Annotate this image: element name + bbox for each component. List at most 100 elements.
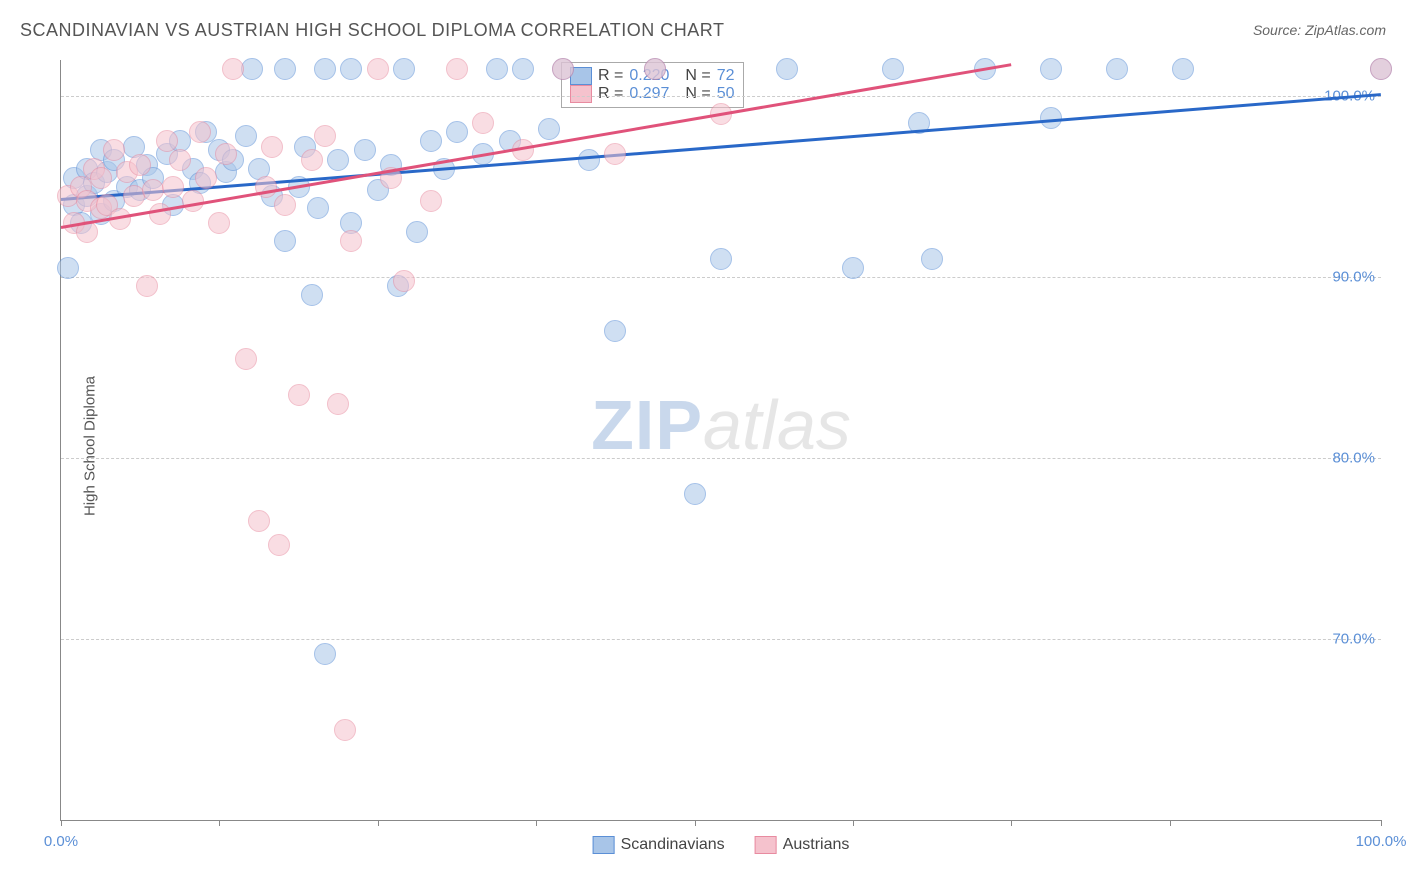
xtick: [695, 820, 696, 826]
scatter-point: [367, 58, 389, 80]
scatter-point: [921, 248, 943, 270]
watermark-atlas: atlas: [703, 386, 851, 464]
scatter-point: [235, 348, 257, 370]
scatter-point: [393, 270, 415, 292]
scatter-point: [393, 58, 415, 80]
scatter-point: [420, 130, 442, 152]
scatter-point: [314, 58, 336, 80]
gridline: [61, 96, 1381, 97]
scatter-point: [882, 58, 904, 80]
scatter-point: [274, 230, 296, 252]
plot-area: ZIPatlas R =0.220N =72R =0.297N =50 Scan…: [60, 60, 1381, 821]
chart-title: SCANDINAVIAN VS AUSTRIAN HIGH SCHOOL DIP…: [20, 20, 724, 41]
scatter-point: [314, 643, 336, 665]
scatter-point: [327, 393, 349, 415]
legend-swatch: [570, 85, 592, 103]
chart-container: SCANDINAVIAN VS AUSTRIAN HIGH SCHOOL DIP…: [0, 0, 1406, 892]
scatter-point: [538, 118, 560, 140]
legend-label: Austrians: [783, 836, 850, 854]
scatter-point: [512, 58, 534, 80]
legend-n-value: 50: [717, 85, 735, 103]
legend-r-label: R =: [598, 67, 623, 85]
scatter-point: [1106, 58, 1128, 80]
trendline: [61, 64, 1012, 230]
xtick: [1381, 820, 1382, 826]
scatter-point: [314, 125, 336, 147]
legend-row: R = 0.297 N = 50: [570, 85, 735, 103]
scatter-point: [644, 58, 666, 80]
xtick: [853, 820, 854, 826]
scatter-point: [1040, 58, 1062, 80]
gridline: [61, 277, 1381, 278]
legend-swatch: [755, 836, 777, 854]
scatter-point: [1172, 58, 1194, 80]
legend-item: Scandinavians: [593, 836, 725, 854]
scatter-point: [288, 384, 310, 406]
series-legend: Scandinavians Austrians: [593, 836, 850, 854]
scatter-point: [486, 58, 508, 80]
legend-item: Austrians: [755, 836, 850, 854]
scatter-point: [248, 510, 270, 532]
legend-label: Scandinavians: [621, 836, 725, 854]
xtick: [1011, 820, 1012, 826]
scatter-point: [327, 149, 349, 171]
scatter-point: [222, 58, 244, 80]
scatter-point: [142, 179, 164, 201]
scatter-point: [552, 58, 574, 80]
scatter-point: [446, 58, 468, 80]
scatter-point: [215, 143, 237, 165]
xtick: [1170, 820, 1171, 826]
scatter-point: [1370, 58, 1392, 80]
scatter-point: [149, 203, 171, 225]
scatter-point: [136, 275, 158, 297]
xtick: [61, 820, 62, 826]
ytick-label: 90.0%: [1332, 269, 1375, 286]
xtick: [378, 820, 379, 826]
legend-r-label: R =: [598, 85, 623, 103]
scatter-point: [684, 483, 706, 505]
watermark-zip: ZIP: [591, 386, 703, 464]
xtick: [536, 820, 537, 826]
legend-n-label: N =: [685, 67, 710, 85]
scatter-point: [274, 194, 296, 216]
scatter-point: [604, 143, 626, 165]
source-label: Source: ZipAtlas.com: [1253, 22, 1386, 38]
ytick-label: 70.0%: [1332, 631, 1375, 648]
scatter-point: [446, 121, 468, 143]
scatter-point: [103, 139, 125, 161]
xtick-label: 100.0%: [1356, 833, 1406, 850]
scatter-point: [195, 167, 217, 189]
scatter-point: [604, 320, 626, 342]
scatter-point: [169, 149, 191, 171]
scatter-point: [129, 154, 151, 176]
xtick: [219, 820, 220, 826]
scatter-point: [842, 257, 864, 279]
scatter-point: [710, 248, 732, 270]
scatter-point: [420, 190, 442, 212]
scatter-point: [340, 230, 362, 252]
legend-n-label: N =: [685, 85, 710, 103]
scatter-point: [123, 185, 145, 207]
legend-swatch: [593, 836, 615, 854]
scatter-point: [301, 149, 323, 171]
scatter-point: [90, 167, 112, 189]
scatter-point: [57, 257, 79, 279]
legend-n-value: 72: [717, 67, 735, 85]
scatter-point: [208, 212, 230, 234]
scatter-point: [406, 221, 428, 243]
scatter-point: [334, 719, 356, 741]
xtick-label: 0.0%: [44, 833, 78, 850]
scatter-point: [354, 139, 376, 161]
scatter-point: [776, 58, 798, 80]
scatter-point: [162, 176, 184, 198]
scatter-point: [189, 121, 211, 143]
legend-r-value: 0.297: [629, 85, 669, 103]
scatter-point: [340, 58, 362, 80]
scatter-point: [472, 112, 494, 134]
scatter-point: [241, 58, 263, 80]
gridline: [61, 458, 1381, 459]
scatter-point: [301, 284, 323, 306]
scatter-point: [274, 58, 296, 80]
ytick-label: 80.0%: [1332, 450, 1375, 467]
scatter-point: [268, 534, 290, 556]
